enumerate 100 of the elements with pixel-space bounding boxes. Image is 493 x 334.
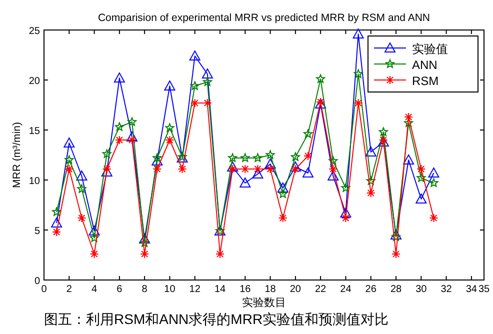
point (165, 136, 174, 144)
point (165, 123, 174, 132)
point (64, 138, 75, 148)
point (404, 112, 414, 122)
point (328, 156, 338, 165)
point (277, 182, 288, 192)
point (404, 118, 414, 127)
x-tick-label: 16 (240, 284, 252, 295)
point (354, 69, 363, 78)
point (366, 176, 376, 185)
x-tick-label: 8 (142, 284, 148, 295)
point (278, 214, 288, 222)
point (52, 207, 62, 216)
y-tick-label: 10 (28, 176, 40, 187)
x-tick-label: 30 (416, 284, 428, 295)
point (139, 234, 150, 244)
point (190, 98, 200, 108)
point (304, 152, 312, 160)
point (428, 168, 440, 178)
x-tick-label: 14 (214, 284, 226, 295)
point (429, 214, 438, 222)
point (152, 153, 162, 162)
point (128, 117, 136, 126)
point (152, 164, 162, 174)
point (302, 168, 314, 178)
point (152, 156, 163, 166)
point (290, 162, 301, 172)
x-tick-label: 18 (264, 284, 276, 295)
point (128, 136, 136, 144)
y-tick-label: 15 (28, 126, 40, 137)
x-tick-label: 26 (365, 284, 377, 295)
point (216, 250, 224, 258)
x-tick-label: 24 (340, 284, 352, 295)
point (240, 153, 250, 162)
point (114, 122, 124, 131)
point (126, 132, 138, 142)
legend-label: RSM (412, 74, 439, 88)
y-tick-label: 25 (28, 26, 40, 37)
x-tick-label: 2 (66, 284, 72, 295)
point (178, 164, 187, 174)
x-tick-label: 20 (290, 284, 302, 295)
point (340, 208, 352, 218)
x-tick-label: 35 (478, 284, 490, 295)
y-axis-title: MRR (m³/min) (11, 122, 23, 188)
x-tick-label: 34 (466, 284, 478, 295)
x-tick-label: 10 (164, 284, 176, 295)
point (416, 173, 426, 182)
point (77, 184, 86, 193)
point (290, 152, 300, 161)
y-tick-label: 0 (34, 276, 40, 287)
text: 图五：利用RSM和ANN求得的MRR实验值和预测值对比 (44, 311, 389, 327)
point (90, 250, 99, 258)
point (114, 136, 124, 144)
point (304, 129, 312, 138)
point (202, 77, 212, 86)
legend-label: ANN (412, 58, 438, 72)
point (189, 50, 200, 60)
point (266, 150, 275, 159)
point (341, 183, 350, 192)
point (341, 214, 350, 222)
x-axis-title: 实验数目 (242, 296, 286, 309)
y-tick-label: 20 (28, 76, 40, 87)
point (240, 178, 251, 188)
point (202, 68, 213, 78)
point (392, 232, 400, 241)
x-tick-label: 32 (440, 284, 452, 295)
point (264, 158, 276, 168)
point (227, 162, 238, 172)
point (114, 72, 125, 82)
point (140, 250, 150, 258)
point (228, 153, 238, 162)
x-tick-label: 4 (92, 284, 98, 295)
point (102, 149, 112, 158)
point (77, 214, 86, 222)
x-tick-label: 6 (116, 284, 123, 295)
x-tick-label: 28 (390, 284, 402, 295)
point (352, 28, 364, 38)
point (190, 81, 200, 90)
point (51, 218, 62, 228)
y-tick-label: 5 (34, 226, 40, 237)
x-tick-label: 0 (41, 284, 48, 295)
point (164, 80, 176, 90)
point (328, 164, 338, 174)
point (290, 164, 300, 174)
point (278, 189, 288, 198)
point (378, 127, 388, 136)
point (403, 154, 414, 164)
point (52, 228, 62, 236)
point (101, 166, 112, 176)
point (90, 233, 99, 242)
point (416, 164, 426, 174)
point (76, 170, 88, 180)
point (253, 153, 262, 162)
point (328, 170, 339, 180)
point (102, 164, 112, 174)
point (64, 155, 74, 164)
chart-title: Comparision of experimental MRR vs predicted MRR by RSM and ANN (98, 12, 430, 24)
point (252, 168, 264, 178)
point (365, 146, 376, 156)
point (64, 164, 74, 174)
